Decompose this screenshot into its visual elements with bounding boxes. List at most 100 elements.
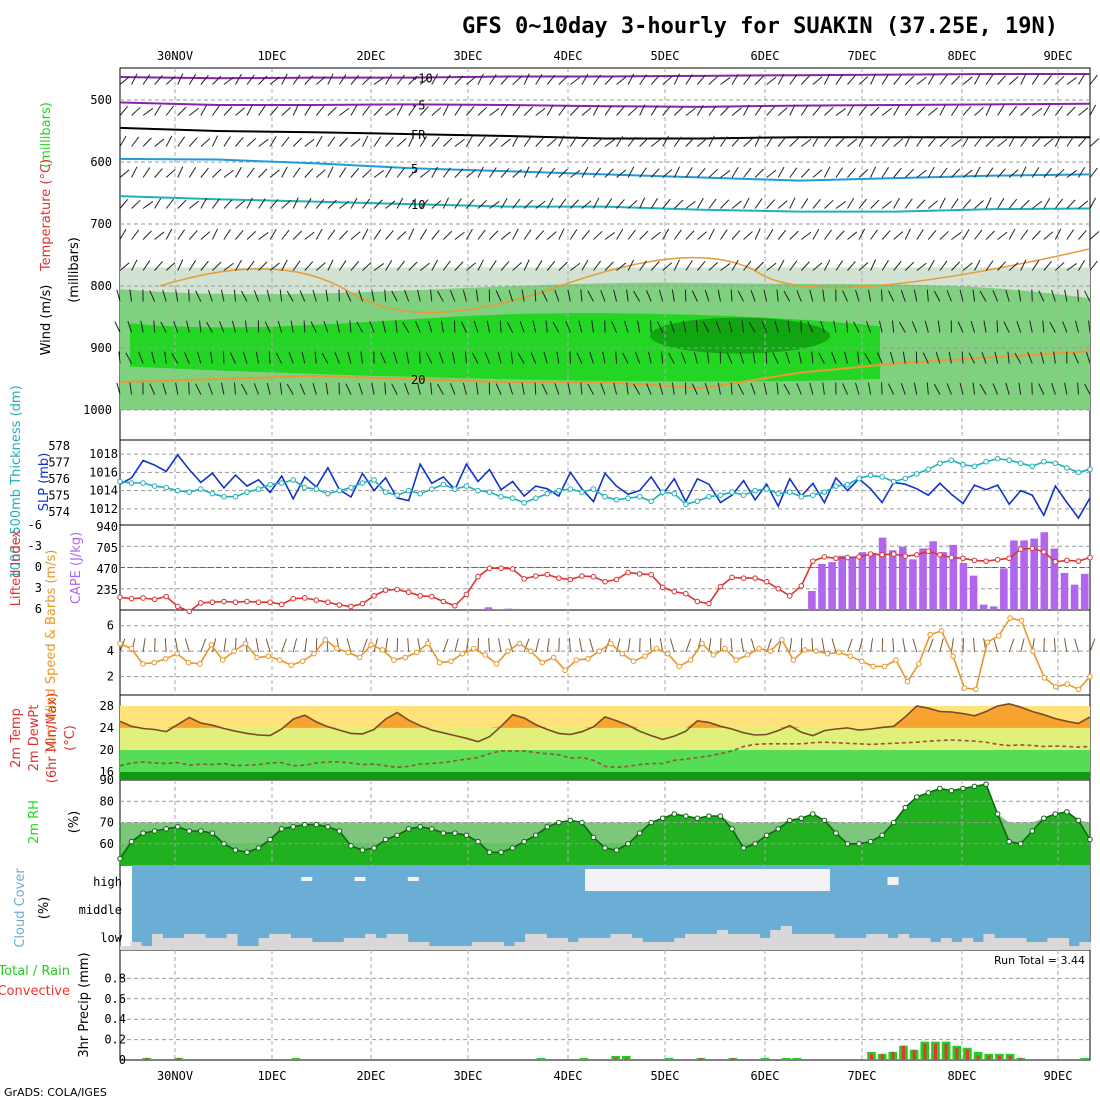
lifted-index-point xyxy=(151,596,158,603)
wind-barb xyxy=(140,320,144,333)
wind-barb xyxy=(878,320,883,333)
lifted-index-point xyxy=(486,565,493,572)
wind-speed-point xyxy=(345,649,352,656)
lifted-index-point xyxy=(186,608,193,615)
thickness-point xyxy=(1087,466,1093,473)
wind-barb xyxy=(188,167,197,178)
wind-barb xyxy=(362,198,371,209)
lifted-index-point xyxy=(163,593,169,600)
wind-speed-point xyxy=(847,653,854,660)
wind-barb xyxy=(613,382,618,395)
rh-tick-label: 70 xyxy=(100,816,114,830)
thickness-point xyxy=(636,493,643,500)
wind-barb xyxy=(431,73,439,85)
wind-barb xyxy=(824,229,833,240)
thickness-point xyxy=(290,477,297,483)
wind-barb xyxy=(968,352,975,364)
wind-barb xyxy=(639,74,647,85)
wind-barb xyxy=(454,105,462,116)
wind-speed-point xyxy=(322,636,329,643)
surface-wind-barb xyxy=(535,638,540,653)
precip-convective-bar xyxy=(177,1057,181,1060)
cross-section-ylabel: Temperature (°C) xyxy=(39,159,54,272)
wind-barb xyxy=(633,383,641,395)
wind-barb xyxy=(419,136,428,147)
wind-barb xyxy=(408,135,415,147)
wind-barb xyxy=(303,320,306,333)
wind-barb xyxy=(246,260,255,271)
wind-barb xyxy=(604,232,616,240)
wind-barb xyxy=(154,75,163,85)
wind-barb xyxy=(546,167,556,178)
rh2m-point xyxy=(879,832,885,839)
wind-barb xyxy=(523,106,534,116)
wind-barb xyxy=(408,75,418,85)
rh2m-point xyxy=(590,834,597,841)
wind-speed-point xyxy=(516,640,523,647)
low-cloud-bar xyxy=(599,938,611,950)
wind-barb xyxy=(1031,260,1040,271)
bottom-date-label: 2DEC xyxy=(357,1069,386,1083)
low-cloud-bar xyxy=(365,934,377,950)
wind-barb xyxy=(743,104,750,116)
thickness-point xyxy=(428,486,435,492)
wind-speed-point xyxy=(402,654,409,661)
wind-barb xyxy=(500,104,508,116)
cape-tick-label: 705 xyxy=(96,541,118,555)
wind-barb xyxy=(350,104,358,116)
low-cloud-bar xyxy=(226,934,238,950)
thickness-point xyxy=(371,477,377,483)
wind-barb xyxy=(587,383,594,395)
wind-barb xyxy=(462,382,467,395)
precip-total-ylabel: Total / Rain xyxy=(0,964,70,979)
wind-barb xyxy=(812,262,823,271)
rh2m-point xyxy=(856,840,862,847)
temp-tick-label: 28 xyxy=(100,699,114,713)
wind-barb xyxy=(173,321,179,333)
wind-barb xyxy=(904,135,911,147)
wind-barb xyxy=(1078,259,1086,271)
wind-tick-label: 6 xyxy=(107,619,114,633)
low-cloud-bar xyxy=(407,942,419,950)
lifted-index-point xyxy=(856,554,862,560)
wind-barb xyxy=(904,198,913,209)
wind-barb xyxy=(997,261,1007,271)
precip-convective-bar xyxy=(869,1053,873,1060)
wind-barb xyxy=(777,229,787,240)
wind-barb xyxy=(385,230,394,240)
wind-barb xyxy=(415,321,421,333)
isotherm-line xyxy=(119,101,1091,108)
surface-wind-barb xyxy=(508,638,514,653)
thickness-point xyxy=(960,461,966,468)
wind-barb xyxy=(893,231,904,240)
wind-barb xyxy=(301,351,306,364)
low-cloud-bar xyxy=(716,930,728,950)
wind-barb xyxy=(696,74,706,85)
wind-barb xyxy=(807,321,814,333)
wind-barb xyxy=(255,351,260,364)
wind-barb xyxy=(116,382,121,395)
wind-barb xyxy=(327,166,334,178)
wind-barb xyxy=(1043,74,1052,85)
lifted-index-point xyxy=(960,555,966,562)
rh2m-point xyxy=(313,821,320,828)
wind-barb xyxy=(772,352,779,364)
rh2m-point xyxy=(405,826,412,832)
wind-barb xyxy=(831,352,837,364)
wind-barb xyxy=(928,107,938,116)
wind-barb xyxy=(116,289,121,302)
wind-barb xyxy=(823,166,831,178)
wind-barb xyxy=(258,105,266,116)
lifted-index-point xyxy=(174,603,181,610)
wind-barb xyxy=(114,321,121,333)
wind-barb xyxy=(766,136,774,147)
wind-barb xyxy=(396,260,405,271)
wind-barb xyxy=(233,382,236,395)
wind-barb xyxy=(1016,320,1022,333)
wind-barb xyxy=(962,262,973,271)
wind-barb xyxy=(785,351,791,364)
wind-barb xyxy=(460,321,467,333)
wind-speed-point xyxy=(596,648,603,654)
precip-convective-bar xyxy=(145,1057,149,1060)
wind-barb xyxy=(523,199,534,209)
